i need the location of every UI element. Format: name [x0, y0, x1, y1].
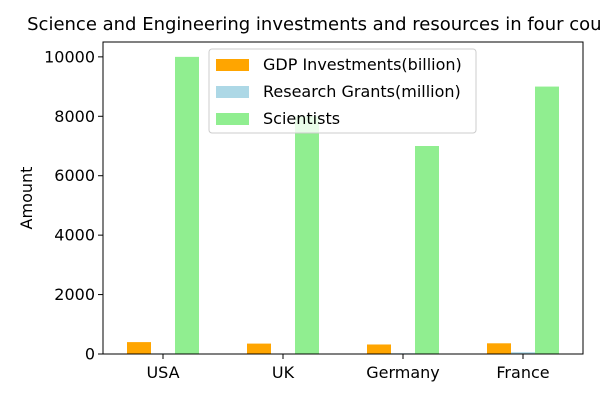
bar-germany-series-1	[367, 344, 391, 354]
plot-bars	[127, 56, 559, 355]
y-tick-label: 6000	[54, 166, 95, 185]
y-tick-label: 4000	[54, 226, 95, 245]
bar-france-series-3	[535, 86, 559, 354]
y-axis-ticks: 0 2000 4000 6000 8000 10000	[44, 47, 103, 364]
y-axis-label: Amount	[17, 167, 36, 230]
y-tick-label: 10000	[44, 47, 95, 66]
x-tick-label: Germany	[366, 363, 440, 382]
x-tick-label: France	[496, 363, 549, 382]
y-tick-label: 0	[85, 345, 95, 364]
bar-germany-series-3	[415, 146, 439, 354]
legend-swatch	[216, 59, 249, 71]
legend-label: GDP Investments(billion)	[263, 55, 462, 74]
legend: GDP Investments(billion) Research Grants(…	[208, 48, 477, 134]
bar-france-series-1	[487, 343, 511, 354]
bar-uk-series-1	[247, 343, 271, 354]
legend-label: Scientists	[263, 109, 340, 128]
plot-area-frame	[102, 41, 584, 355]
x-axis-ticks: USA UK Germany France	[146, 354, 550, 382]
bar-uk-series-3	[295, 116, 319, 354]
legend-swatch	[216, 113, 249, 125]
legend-frame	[208, 48, 477, 134]
x-tick-label: UK	[272, 363, 295, 382]
legend-swatch	[216, 86, 249, 98]
legend-label: Research Grants(million)	[263, 82, 461, 101]
y-tick-label: 2000	[54, 285, 95, 304]
bar-france-series-2	[511, 352, 535, 354]
y-tick-label: 8000	[54, 107, 95, 126]
chart-title: Science and Engineering investments and …	[27, 14, 600, 35]
bar-usa-series-3	[175, 56, 199, 355]
bar-usa-series-1	[127, 342, 151, 354]
x-tick-label: USA	[146, 363, 179, 382]
